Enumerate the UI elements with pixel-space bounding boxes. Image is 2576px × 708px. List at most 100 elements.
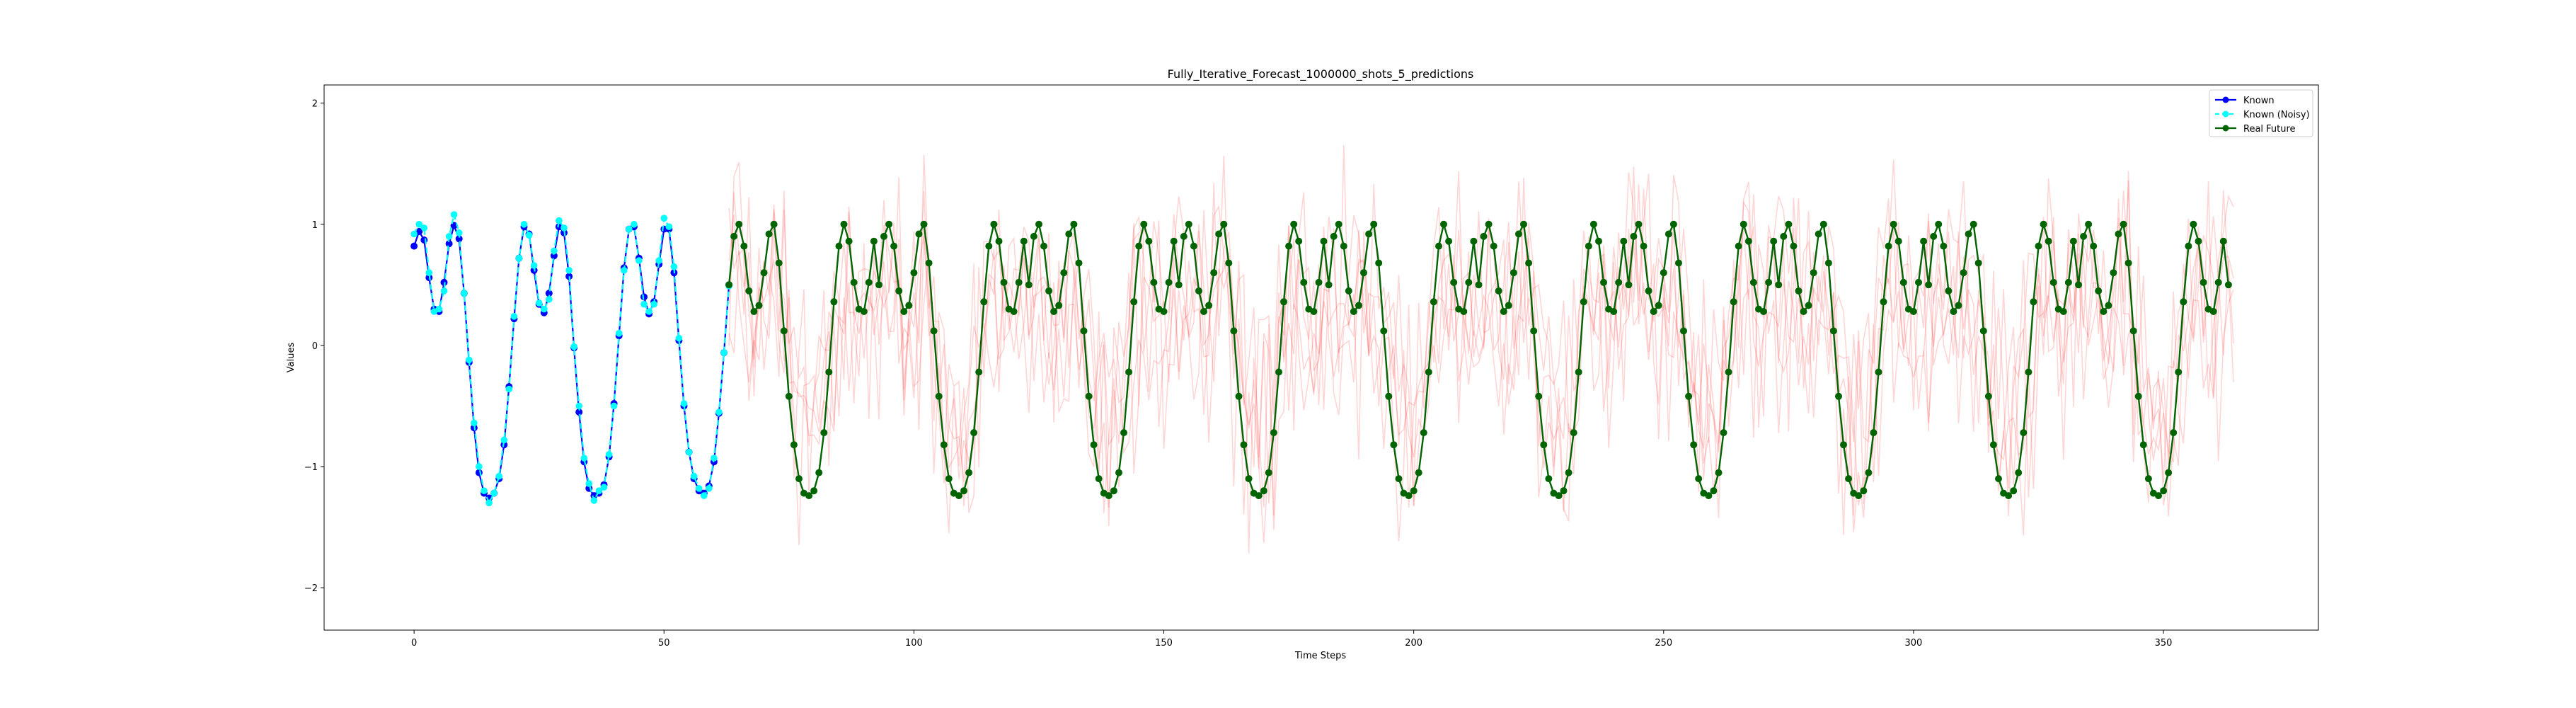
known-noisy-point bbox=[410, 230, 418, 238]
real-future-point bbox=[1540, 441, 1548, 449]
real-future-point bbox=[1805, 302, 1812, 309]
real-future-point bbox=[1960, 269, 1967, 277]
real-future-point bbox=[1395, 475, 1403, 483]
real-future-point bbox=[1060, 269, 1068, 277]
real-future-point bbox=[2219, 237, 2227, 245]
real-future-point bbox=[765, 230, 773, 238]
real-future-point bbox=[865, 278, 873, 286]
real-future-point bbox=[815, 469, 823, 476]
real-future-point bbox=[1165, 278, 1173, 286]
real-future-point bbox=[845, 237, 853, 245]
real-future-point bbox=[1835, 392, 1842, 400]
real-future-point bbox=[1660, 269, 1667, 277]
known-noisy-point bbox=[490, 489, 498, 497]
real-future-point bbox=[955, 492, 962, 500]
real-future-point bbox=[1470, 237, 1478, 245]
real-future-point bbox=[2144, 475, 2152, 483]
real-future-point bbox=[1989, 441, 1997, 449]
real-future-point bbox=[725, 281, 733, 289]
real-future-point bbox=[2080, 232, 2088, 240]
real-future-point bbox=[1205, 302, 1213, 309]
known-noisy-point bbox=[585, 480, 593, 487]
real-future-point bbox=[1215, 230, 1223, 238]
real-future-point bbox=[1430, 298, 1437, 306]
real-future-point bbox=[1385, 392, 1393, 400]
real-future-point bbox=[1810, 269, 1817, 277]
real-future-point bbox=[1940, 242, 1948, 250]
legend-marker-1 bbox=[2222, 96, 2229, 103]
plot-area bbox=[323, 84, 2319, 631]
real-future-point bbox=[790, 441, 798, 449]
real-future-point bbox=[2175, 368, 2183, 376]
real-future-point bbox=[1485, 220, 1493, 228]
real-future-point bbox=[2200, 278, 2207, 286]
prediction-line-2 bbox=[728, 172, 2234, 545]
real-future-point bbox=[1565, 469, 1572, 476]
x-tick-label-4: 200 bbox=[1405, 638, 1422, 649]
real-future-point bbox=[1115, 469, 1122, 476]
known-noisy-point bbox=[535, 299, 543, 307]
real-future-point bbox=[770, 220, 778, 228]
real-future-point bbox=[1120, 429, 1127, 437]
real-future-point bbox=[2045, 237, 2052, 245]
real-future-point bbox=[920, 220, 928, 228]
legend-label-1: Known bbox=[2243, 96, 2275, 106]
real-future-point bbox=[755, 302, 763, 309]
real-future-point bbox=[1580, 298, 1587, 306]
real-future-point bbox=[1575, 368, 1582, 376]
known-noisy-point bbox=[701, 492, 708, 499]
real-future-point bbox=[1715, 469, 1723, 476]
real-future-point bbox=[1840, 441, 1847, 449]
real-future-point bbox=[1200, 308, 1207, 315]
known-noisy-point bbox=[706, 485, 713, 492]
real-future-point bbox=[1365, 230, 1373, 238]
real-future-point bbox=[1865, 469, 1873, 476]
real-future-point bbox=[1780, 232, 1788, 240]
real-future-point bbox=[1770, 237, 1778, 245]
real-future-point bbox=[1390, 441, 1398, 449]
known-noisy-point bbox=[500, 436, 508, 444]
real-future-point bbox=[1420, 429, 1427, 437]
real-future-point bbox=[1664, 230, 1672, 238]
real-future-point bbox=[1415, 469, 1422, 476]
real-future-point bbox=[1705, 492, 1713, 500]
real-future-point bbox=[2165, 469, 2173, 476]
known-noisy-point bbox=[420, 224, 428, 232]
known-noisy-point bbox=[631, 221, 638, 228]
known-noisy-point bbox=[485, 499, 493, 507]
real-future-point bbox=[1819, 220, 1827, 228]
legend-marker-3 bbox=[2222, 125, 2229, 132]
known-point bbox=[440, 278, 448, 286]
real-future-point bbox=[2049, 278, 2057, 286]
real-future-point bbox=[820, 429, 828, 437]
real-future-point bbox=[745, 287, 753, 295]
real-future-point bbox=[870, 237, 878, 245]
real-future-point bbox=[945, 475, 953, 483]
real-future-point bbox=[1065, 230, 1073, 238]
real-future-point bbox=[1055, 302, 1063, 309]
real-future-point bbox=[875, 281, 882, 289]
real-future-point bbox=[2139, 441, 2147, 449]
real-future-point bbox=[1225, 259, 1233, 267]
real-future-point bbox=[1979, 327, 1987, 335]
real-future-point bbox=[780, 327, 788, 335]
real-future-point bbox=[1829, 327, 1837, 335]
y-tick-label-3: 1 bbox=[312, 220, 318, 231]
real-future-point bbox=[1170, 237, 1178, 245]
known-noisy-point bbox=[680, 400, 688, 407]
real-future-point bbox=[1360, 269, 1367, 277]
real-future-point bbox=[1870, 429, 1878, 437]
real-future-point bbox=[1230, 327, 1238, 335]
known-noisy-point bbox=[505, 385, 513, 393]
real-future-point bbox=[1749, 278, 1757, 286]
real-future-point bbox=[1995, 475, 2002, 483]
real-future-point bbox=[1950, 308, 1957, 315]
real-future-point bbox=[1795, 287, 1802, 295]
real-future-point bbox=[840, 220, 848, 228]
real-future-point bbox=[735, 220, 743, 228]
real-future-point bbox=[2120, 220, 2127, 228]
real-future-point bbox=[1490, 242, 1497, 250]
real-future-point bbox=[1340, 242, 1347, 250]
y-tick-label-1: −1 bbox=[304, 462, 318, 473]
